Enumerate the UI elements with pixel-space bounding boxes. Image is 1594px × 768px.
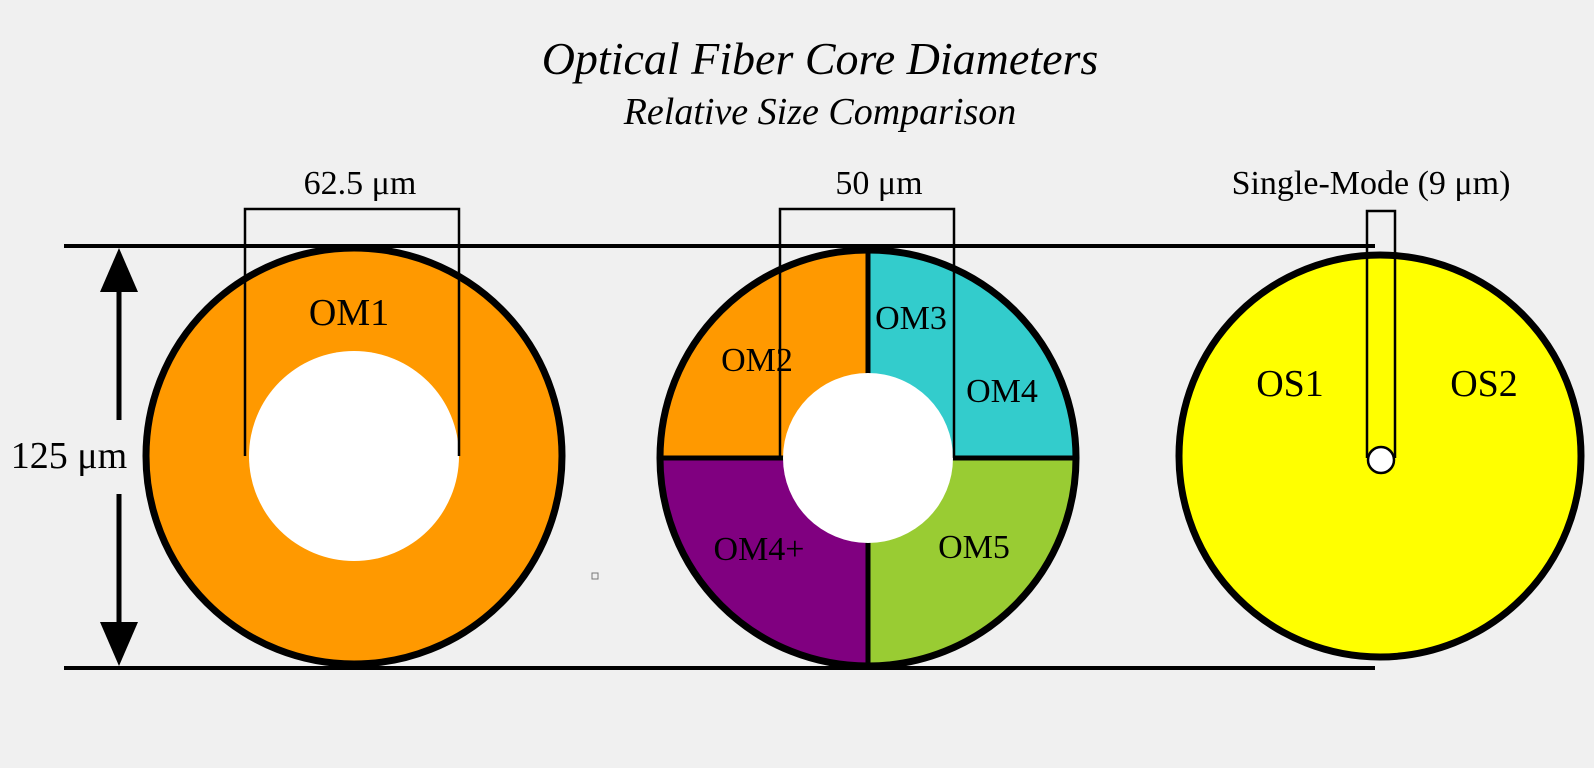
om-quad-core-bracket [778,207,956,458]
stray-marker [591,572,599,580]
om1-core [249,351,459,561]
segment-label-om4plus: OM4+ [714,531,805,568]
fiber-om2-om5: 50 μm OM2 OM3 OM4 OM4+ OM5 [656,165,1080,670]
segment-label-om3: OM3 [875,300,947,337]
sm-core [1366,445,1396,475]
om1-core-bracket [243,207,461,456]
sm-core-label: Single-Mode (9 μm) [1232,165,1511,202]
fiber-single-mode: Single-Mode (9 μm) OS1 OS2 [1175,165,1585,661]
diagram-title: Optical Fiber Core Diameters [542,33,1099,84]
segment-label-om2: OM2 [721,342,793,379]
om-quad-core-label: 50 μm [835,165,922,202]
om1-core-label: 62.5 μm [304,165,417,202]
segment-label-om1: OM1 [309,292,389,334]
fiber-om1: 62.5 μm OM1 [142,165,566,668]
om-quad-outline [656,246,1080,670]
sm-core-bracket [1365,209,1397,458]
segment-label-om4: OM4 [966,373,1038,410]
segment-label-os1: OS1 [1256,363,1324,405]
cladding-diameter-label: 125 μm [11,435,127,477]
segment-label-os2: OS2 [1450,363,1518,405]
segment-label-om5: OM5 [938,529,1010,566]
om-quad-core [783,373,953,543]
diagram-subtitle: Relative Size Comparison [623,91,1017,133]
cladding-dimension-arrow [100,248,138,666]
